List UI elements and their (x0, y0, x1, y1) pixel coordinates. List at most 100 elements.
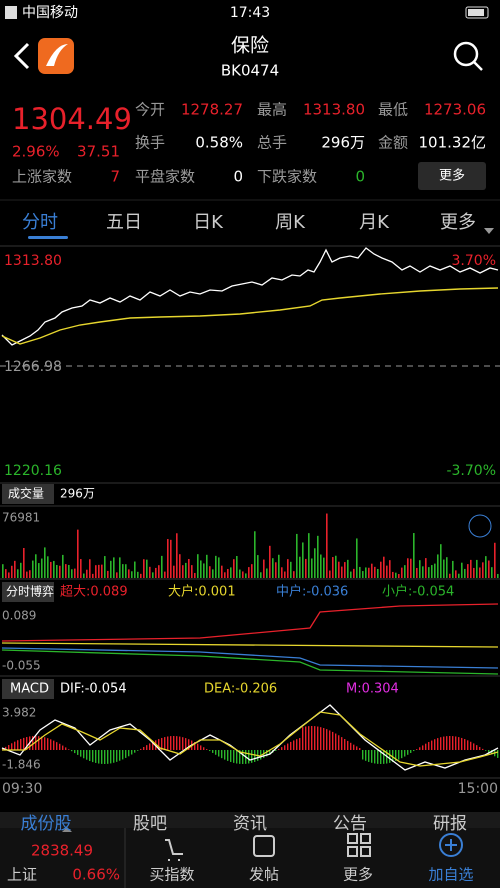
volume-bar (185, 562, 187, 578)
macd-bar (284, 745, 286, 750)
volume-bar (287, 559, 289, 578)
volume-bar (350, 571, 352, 578)
macd-bar (362, 750, 364, 760)
search-button[interactable] (453, 41, 479, 67)
tab-dropdown[interactable] (484, 228, 494, 234)
volume-bar (353, 568, 355, 578)
volume-bar (239, 569, 241, 578)
volume-bar (125, 564, 127, 578)
nav-item[interactable]: 发帖 (249, 866, 279, 884)
macd-bar (434, 739, 436, 750)
tab[interactable]: 更多 (440, 212, 476, 233)
sub-tab[interactable]: 资讯 (233, 814, 267, 834)
macd-bar (419, 747, 421, 750)
game-line-big (1, 642, 499, 648)
macd-bar (338, 735, 340, 750)
volume-bar (275, 562, 277, 578)
macd-bar (59, 743, 61, 750)
macd-bar (308, 726, 310, 750)
sub-tab[interactable]: 研报 (433, 814, 467, 834)
macd-bar (194, 742, 196, 750)
search-handle (473, 61, 483, 71)
volume-bar (149, 566, 151, 578)
macd-bar (467, 740, 469, 750)
volume-bar (56, 564, 58, 578)
expand-button[interactable] (468, 514, 492, 538)
volume-bar (71, 569, 73, 578)
macd-min: -1.846 (2, 758, 41, 772)
volume-bar (182, 565, 184, 578)
more-button[interactable] (418, 162, 486, 190)
macd-bar (179, 736, 181, 750)
tab[interactable]: 周K (275, 212, 306, 233)
macd-bar (422, 745, 424, 750)
macd-bar (464, 739, 466, 750)
volume-bar (296, 533, 298, 578)
volume-bar (323, 557, 325, 578)
nav-item[interactable]: 买指数 (149, 866, 194, 884)
macd-bar (17, 740, 19, 750)
macd-bar (185, 738, 187, 750)
macd-value: DIF:-0.054 (60, 682, 127, 697)
tab[interactable]: 五日 (106, 212, 142, 233)
volume-bar (374, 566, 376, 578)
tab[interactable]: 日K (193, 212, 224, 233)
macd-bar (134, 750, 136, 753)
axis-high-pct: 3.70% (452, 253, 496, 269)
volume-bar (398, 573, 400, 578)
volume-bar (437, 554, 439, 578)
volume-max: 76981 (2, 511, 40, 525)
volume-bar (362, 571, 364, 578)
nav-item[interactable]: 加自选 (428, 866, 473, 884)
macd-bar (290, 741, 292, 750)
sub-tab[interactable]: 公告 (333, 814, 367, 834)
macd-bar (299, 738, 301, 750)
volume-bar (248, 567, 250, 578)
more-button-label[interactable]: 更多 (439, 168, 465, 184)
macd-bar (104, 750, 106, 764)
macd-bar (395, 750, 397, 761)
sub-tab[interactable]: 成份股 (21, 814, 72, 834)
carrier: 中国移动 (22, 5, 78, 21)
field-value: 1313.80 (303, 101, 365, 119)
game-value: 超大:0.089 (60, 585, 128, 600)
macd-bar (416, 749, 418, 750)
macd-bar (113, 750, 115, 763)
signal-icon (5, 6, 17, 19)
field-label: 最低 (378, 101, 408, 119)
macd-bar (62, 745, 64, 750)
macd-bars (2, 726, 499, 764)
back-button[interactable] (13, 42, 30, 70)
tab[interactable]: 分时 (22, 212, 58, 233)
nav-item[interactable]: 更多 (343, 866, 373, 884)
macd-bar (14, 741, 16, 750)
field-label: 最高 (257, 101, 287, 119)
volume-bar (158, 565, 160, 578)
volume-bar (455, 570, 457, 578)
volume-bar (29, 570, 31, 578)
sub-tab[interactable]: 股吧 (133, 814, 167, 834)
axis-low-pct: -3.70% (446, 463, 496, 479)
volume-bar (290, 561, 292, 578)
macd-bar (80, 750, 82, 757)
macd-bar (350, 742, 352, 750)
time-start: 09:30 (2, 781, 42, 797)
field-value: 101.32亿 (419, 134, 487, 152)
macd-bar (77, 750, 79, 755)
volume-bar (2, 564, 4, 578)
macd-bar (452, 736, 454, 750)
volume-bar (416, 567, 418, 578)
macd-bar (158, 739, 160, 750)
game-min: -0.055 (2, 659, 41, 673)
bottom-nav (0, 828, 500, 888)
volume-bar (119, 557, 121, 578)
macd-bar (92, 750, 94, 763)
volume-bar (407, 558, 409, 578)
volume-bar (365, 567, 367, 578)
macd-bar (11, 743, 13, 750)
price-line (1, 247, 499, 346)
logo-mark (46, 44, 68, 66)
tab[interactable]: 月K (359, 212, 390, 233)
volume-bar (80, 559, 82, 578)
